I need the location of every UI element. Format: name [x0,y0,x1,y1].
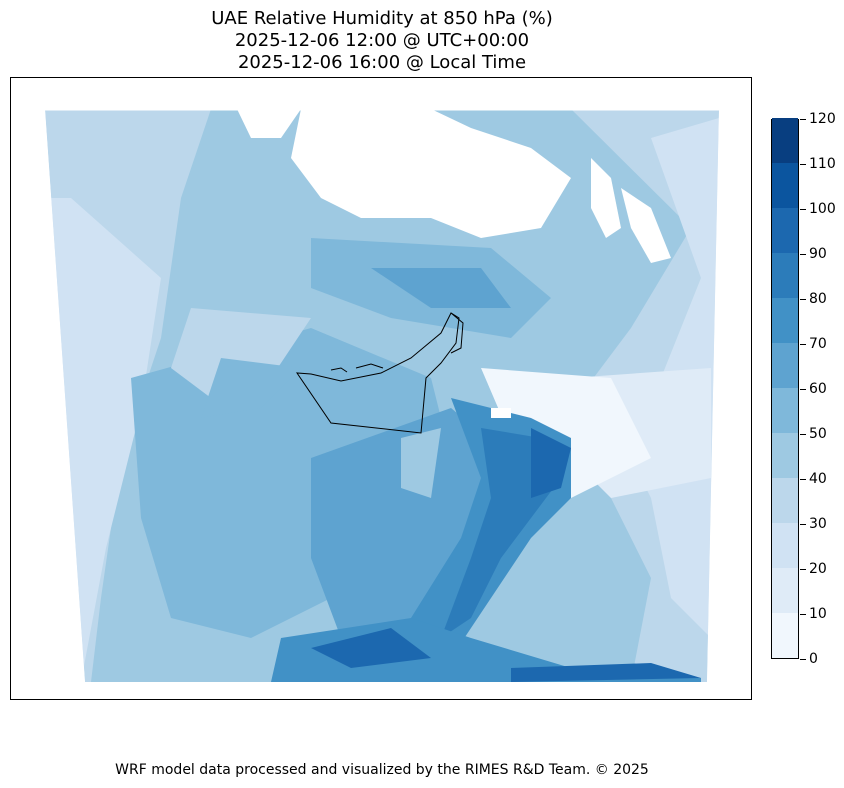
colorbar-tick-mark [800,299,806,300]
map-title: UAE Relative Humidity at 850 hPa (%) [211,8,553,29]
colorbar-tick-label: 110 [809,156,836,172]
colorbar-band [772,253,798,298]
local-time: 2025-12-06 16:00 @ Local Time [237,52,527,73]
colorbar-tick-mark [800,344,806,345]
colorbar-tick-label: 120 [809,111,836,127]
colorbar-tick-label: 80 [809,291,827,307]
colorbar-band [772,298,798,343]
colorbar-band [772,388,798,433]
colorbar-tick-label: 100 [809,201,836,217]
colorbar-band [772,478,798,523]
colorbar-tick-label: 20 [809,561,827,577]
colorbar-tick-mark [800,209,806,210]
colorbar-band [772,208,798,253]
colorbar-tick-label: 60 [809,381,827,397]
colorbar-tick-mark [800,479,806,480]
colorbar-tick-mark [800,434,806,435]
colorbar-band [772,613,798,658]
colorbar-band [772,523,798,568]
colorbar-tick-mark [800,119,806,120]
colorbar-tick-mark [800,254,806,255]
colorbar-band [772,163,798,208]
map-panel: RIMES [10,77,752,700]
colorbar-tick-mark [800,524,806,525]
colorbar-tick-label: 10 [809,606,827,622]
masked-terrain [291,109,571,238]
colorbar-tick-mark [800,614,806,615]
colorbar-tick-label: 50 [809,426,827,442]
colorbar-tick-label: 70 [809,336,827,352]
colorbar-band [772,343,798,388]
colorbar-tick-mark [800,164,806,165]
colorbar-band [772,568,798,613]
colorbar-tick-mark [800,659,806,660]
colorbar-band [772,118,798,163]
colorbar-tick-label: 40 [809,471,827,487]
utc-time: 2025-12-06 12:00 @ UTC+00:00 [234,30,530,51]
humidity-field [11,78,751,699]
uae-border [296,312,460,434]
colorbar-tick-label: 30 [809,516,827,532]
colorbar-tick-label: 90 [809,246,827,262]
colorbar-tick-mark [800,569,806,570]
colorbar-band [772,433,798,478]
colorbar-tick-label: 0 [809,651,818,667]
colorbar-tick-mark [800,389,806,390]
colorbar [771,118,799,659]
rimes-logo: RIMES [689,698,743,699]
credit-text: WRF model data processed and visualized … [115,762,649,778]
